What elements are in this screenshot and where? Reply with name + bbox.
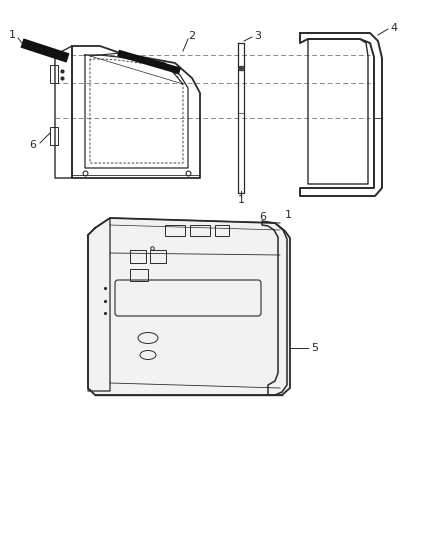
- Bar: [50, 65, 58, 83]
- Bar: [50, 127, 58, 145]
- Bar: [215, 225, 229, 236]
- Bar: [130, 269, 148, 281]
- Bar: [150, 250, 166, 263]
- Bar: [165, 225, 185, 236]
- Text: 6: 6: [29, 140, 36, 150]
- Bar: [130, 250, 146, 263]
- Text: 1: 1: [237, 195, 244, 205]
- Text: 6: 6: [259, 212, 266, 222]
- Text: 4: 4: [390, 23, 398, 33]
- Bar: [190, 225, 210, 236]
- Polygon shape: [88, 218, 290, 395]
- Text: 5: 5: [311, 343, 318, 353]
- Text: 1: 1: [285, 210, 292, 220]
- Text: 1: 1: [8, 30, 15, 40]
- Text: 3: 3: [254, 31, 261, 41]
- Text: 2: 2: [188, 31, 195, 41]
